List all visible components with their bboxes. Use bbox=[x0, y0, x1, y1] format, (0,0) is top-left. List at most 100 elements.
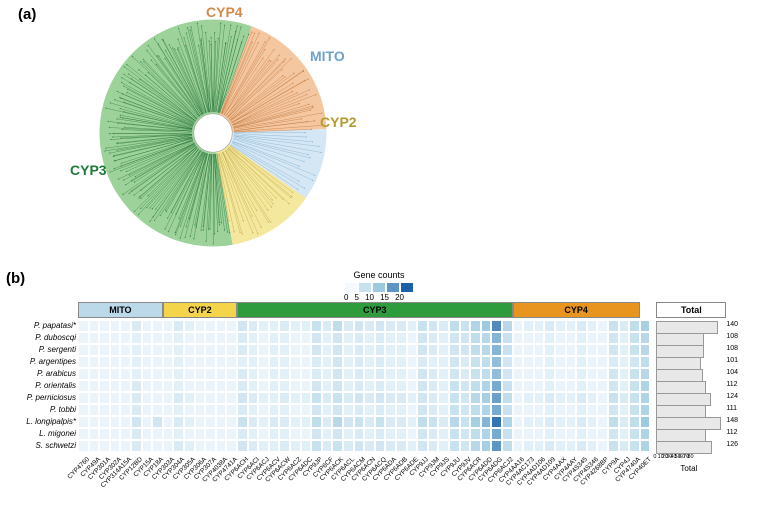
heatmap-cell bbox=[184, 332, 195, 344]
heatmap-cell bbox=[269, 440, 280, 452]
heatmap-cell bbox=[279, 392, 290, 404]
heatmap-cell bbox=[290, 320, 301, 332]
heatmap-cell bbox=[375, 344, 386, 356]
heatmap-cell bbox=[544, 416, 555, 428]
heatmap-cell bbox=[279, 428, 290, 440]
heatmap-cell bbox=[226, 380, 237, 392]
heatmap-cell bbox=[173, 344, 184, 356]
heatmap-cell bbox=[544, 428, 555, 440]
heatmap-cell bbox=[258, 380, 269, 392]
heatmap-cell bbox=[396, 416, 407, 428]
heatmap-cell bbox=[237, 332, 248, 344]
heatmap-cell bbox=[205, 332, 216, 344]
heatmap-cell bbox=[385, 320, 396, 332]
heatmap-cell bbox=[460, 404, 471, 416]
heatmap-cell bbox=[248, 440, 259, 452]
heatmap-cell bbox=[513, 404, 524, 416]
heatmap-cell bbox=[597, 332, 608, 344]
heatmap-cell bbox=[502, 356, 513, 368]
heatmap-cell bbox=[269, 344, 280, 356]
heatmap-cell bbox=[364, 356, 375, 368]
heatmap-cell bbox=[513, 392, 524, 404]
heatmap-cell bbox=[343, 404, 354, 416]
heatmap-cell bbox=[99, 440, 110, 452]
heatmap-cell bbox=[142, 368, 153, 380]
heatmap-cell bbox=[544, 356, 555, 368]
heatmap-cell bbox=[629, 380, 640, 392]
heatmap-cell bbox=[470, 428, 481, 440]
heatmap-cell bbox=[301, 428, 312, 440]
heatmap-cell bbox=[269, 392, 280, 404]
heatmap-cell bbox=[566, 356, 577, 368]
heatmap-cell bbox=[375, 428, 386, 440]
species-label: P. tobbi bbox=[4, 405, 76, 414]
heatmap-cell bbox=[640, 344, 651, 356]
heatmap-cell bbox=[226, 404, 237, 416]
heatmap-cell bbox=[205, 404, 216, 416]
heatmap-cell bbox=[78, 428, 89, 440]
heatmap-cell bbox=[438, 416, 449, 428]
heatmap-cell bbox=[566, 368, 577, 380]
heatmap-cell bbox=[534, 344, 545, 356]
heatmap-cell bbox=[396, 356, 407, 368]
heatmap-cell bbox=[332, 416, 343, 428]
heatmap-cell bbox=[226, 440, 237, 452]
heatmap-cell bbox=[576, 440, 587, 452]
heatmap-cell bbox=[544, 440, 555, 452]
heatmap-cell bbox=[428, 392, 439, 404]
heatmap-cell bbox=[142, 332, 153, 344]
heatmap-cell bbox=[205, 380, 216, 392]
heatmap-cell bbox=[470, 392, 481, 404]
heatmap-cell bbox=[78, 440, 89, 452]
heatmap-cell bbox=[449, 332, 460, 344]
heatmap-cell bbox=[173, 392, 184, 404]
heatmap-cell bbox=[534, 356, 545, 368]
heatmap-cell bbox=[576, 320, 587, 332]
heatmap-cell bbox=[216, 392, 227, 404]
heatmap-cell bbox=[544, 332, 555, 344]
heatmap-cell bbox=[290, 392, 301, 404]
heatmap-cell bbox=[555, 416, 566, 428]
heatmap-cell bbox=[120, 440, 131, 452]
heatmap-cell bbox=[332, 380, 343, 392]
heatmap-cell bbox=[163, 332, 174, 344]
heatmap-cell bbox=[460, 416, 471, 428]
heatmap-cell bbox=[481, 332, 492, 344]
heatmap-cell bbox=[248, 416, 259, 428]
heatmap-cell bbox=[460, 380, 471, 392]
heatmap-cell bbox=[407, 440, 418, 452]
heatmap-cell bbox=[301, 320, 312, 332]
clan-label-cyp2: CYP2 bbox=[320, 114, 357, 130]
clan-label-cyp4: CYP4 bbox=[206, 4, 243, 20]
heatmap-cell bbox=[248, 380, 259, 392]
heatmap-cell bbox=[173, 428, 184, 440]
heatmap-cell bbox=[534, 392, 545, 404]
heatmap-cell bbox=[89, 440, 100, 452]
heatmap-cell bbox=[375, 320, 386, 332]
heatmap-cell bbox=[629, 440, 640, 452]
heatmap-cell bbox=[640, 380, 651, 392]
heatmap-cell bbox=[322, 344, 333, 356]
heatmap-cell bbox=[269, 356, 280, 368]
heatmap-cell bbox=[184, 428, 195, 440]
heatmap-cell bbox=[534, 332, 545, 344]
heatmap-cell bbox=[449, 320, 460, 332]
heatmap-cell bbox=[131, 404, 142, 416]
heatmap-cell bbox=[640, 428, 651, 440]
heatmap-cell bbox=[364, 392, 375, 404]
heatmap-cell bbox=[131, 368, 142, 380]
heatmap-cell bbox=[407, 332, 418, 344]
heatmap-cell bbox=[534, 320, 545, 332]
heatmap-cell bbox=[491, 368, 502, 380]
heatmap-cell bbox=[566, 416, 577, 428]
total-value: 112 bbox=[726, 381, 737, 388]
heatmap-cell bbox=[142, 380, 153, 392]
heatmap-cell bbox=[385, 428, 396, 440]
species-label: P. argentipes bbox=[4, 357, 76, 366]
heatmap-cell bbox=[460, 320, 471, 332]
heatmap-cell bbox=[534, 380, 545, 392]
heatmap-cell bbox=[248, 368, 259, 380]
heatmap-cell bbox=[343, 332, 354, 344]
heatmap-cell bbox=[216, 356, 227, 368]
heatmap-cell bbox=[195, 404, 206, 416]
